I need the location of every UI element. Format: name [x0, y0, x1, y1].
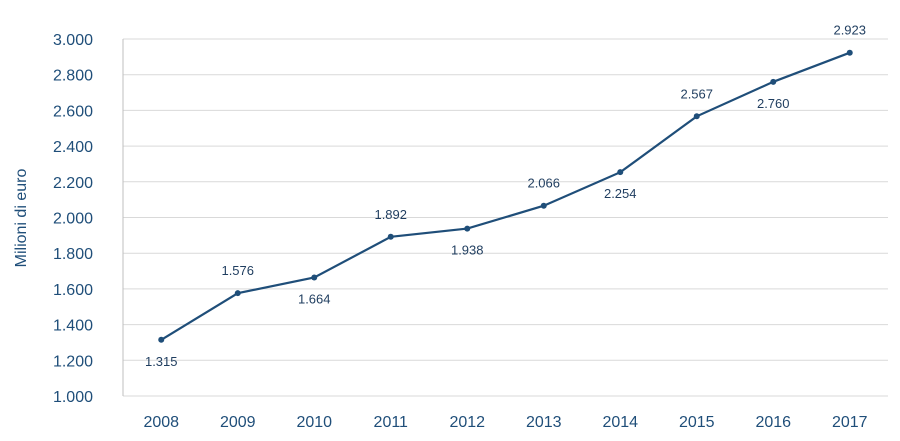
x-axis-ticks: 2008 2009 2010 2011 2012 2013 2014 2015 2016 2017: [143, 414, 867, 431]
x-tick-label: 2016: [755, 414, 791, 431]
y-tick-label: 1.800: [53, 246, 93, 263]
x-tick-label: 2010: [296, 414, 332, 431]
data-point: [387, 233, 394, 240]
data-label: 1.892: [374, 207, 407, 222]
y-tick-label: 2.000: [53, 211, 93, 228]
x-tick-label: 2009: [220, 414, 256, 431]
data-point: [464, 225, 471, 232]
data-point: [846, 49, 853, 56]
y-tick-label: 1.600: [53, 282, 93, 299]
y-axis-ticks: 1.000 1.200 1.400 1.600 1.800 2.000 2.200 2.400…: [53, 32, 93, 406]
x-tick-label: 2008: [143, 414, 179, 431]
data-points: [158, 49, 853, 343]
data-label: 2.567: [680, 86, 713, 101]
data-label: 2.760: [757, 96, 790, 111]
y-tick-label: 2.400: [53, 139, 93, 156]
x-tick-label: 2017: [832, 414, 868, 431]
data-point: [540, 202, 547, 209]
data-label: 2.066: [527, 176, 560, 191]
data-point: [158, 336, 165, 343]
x-tick-label: 2012: [449, 414, 485, 431]
y-axis-title: Milioni di euro: [13, 169, 30, 268]
data-label: 1.576: [221, 263, 254, 278]
data-label: 2.923: [833, 23, 866, 38]
x-tick-label: 2014: [602, 414, 638, 431]
data-point: [770, 78, 777, 85]
data-label: 1.664: [298, 291, 331, 306]
data-point: [234, 290, 241, 297]
x-tick-label: 2013: [526, 414, 562, 431]
data-point: [311, 274, 318, 281]
y-tick-label: 2.600: [53, 103, 93, 120]
y-tick-label: 2.200: [53, 175, 93, 192]
data-labels: 1.315 1.576 1.664 1.892 1.938 2.066 2.254 2.567…: [145, 23, 866, 369]
x-tick-label: 2015: [679, 414, 715, 431]
data-point: [693, 113, 700, 120]
x-tick-label: 2011: [374, 414, 409, 431]
y-tick-label: 1.400: [53, 318, 93, 335]
data-label: 2.254: [604, 186, 637, 201]
y-tick-label: 1.200: [53, 353, 93, 370]
data-label: 1.938: [451, 243, 484, 258]
y-tick-label: 1.000: [53, 389, 93, 406]
data-label: 1.315: [145, 354, 178, 369]
data-point: [617, 169, 624, 176]
series-line: [160, 51, 851, 341]
y-tick-label: 3.000: [53, 32, 93, 49]
y-tick-label: 2.800: [53, 68, 93, 85]
